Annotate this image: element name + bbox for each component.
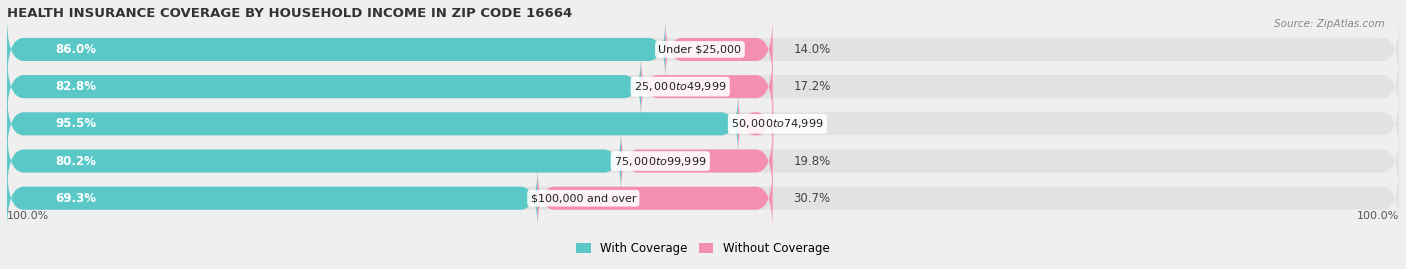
- Text: 19.8%: 19.8%: [793, 154, 831, 168]
- Text: $100,000 and over: $100,000 and over: [530, 193, 636, 203]
- Text: Under $25,000: Under $25,000: [658, 44, 741, 54]
- Text: 80.2%: 80.2%: [56, 154, 97, 168]
- FancyBboxPatch shape: [7, 16, 665, 83]
- FancyBboxPatch shape: [7, 16, 1399, 83]
- Text: $25,000 to $49,999: $25,000 to $49,999: [634, 80, 727, 93]
- FancyBboxPatch shape: [641, 54, 773, 120]
- FancyBboxPatch shape: [665, 16, 773, 83]
- FancyBboxPatch shape: [7, 128, 1399, 194]
- FancyBboxPatch shape: [738, 91, 773, 157]
- Text: 30.7%: 30.7%: [793, 192, 831, 205]
- FancyBboxPatch shape: [537, 165, 773, 231]
- Text: 100.0%: 100.0%: [7, 211, 49, 221]
- Text: 14.0%: 14.0%: [793, 43, 831, 56]
- Text: HEALTH INSURANCE COVERAGE BY HOUSEHOLD INCOME IN ZIP CODE 16664: HEALTH INSURANCE COVERAGE BY HOUSEHOLD I…: [7, 7, 572, 20]
- Text: 86.0%: 86.0%: [56, 43, 97, 56]
- Text: 4.6%: 4.6%: [794, 117, 824, 130]
- Text: $75,000 to $99,999: $75,000 to $99,999: [614, 154, 707, 168]
- Text: $50,000 to $74,999: $50,000 to $74,999: [731, 117, 824, 130]
- Text: 100.0%: 100.0%: [1357, 211, 1399, 221]
- FancyBboxPatch shape: [7, 54, 641, 120]
- Text: 82.8%: 82.8%: [56, 80, 97, 93]
- FancyBboxPatch shape: [7, 128, 621, 194]
- FancyBboxPatch shape: [621, 128, 773, 194]
- Text: 69.3%: 69.3%: [56, 192, 97, 205]
- Text: Source: ZipAtlas.com: Source: ZipAtlas.com: [1274, 19, 1385, 29]
- FancyBboxPatch shape: [7, 91, 738, 157]
- Text: 17.2%: 17.2%: [793, 80, 831, 93]
- FancyBboxPatch shape: [7, 54, 1399, 120]
- Legend: With Coverage, Without Coverage: With Coverage, Without Coverage: [572, 238, 834, 260]
- Text: 95.5%: 95.5%: [56, 117, 97, 130]
- FancyBboxPatch shape: [7, 165, 537, 231]
- FancyBboxPatch shape: [7, 91, 1399, 157]
- FancyBboxPatch shape: [7, 165, 1399, 231]
